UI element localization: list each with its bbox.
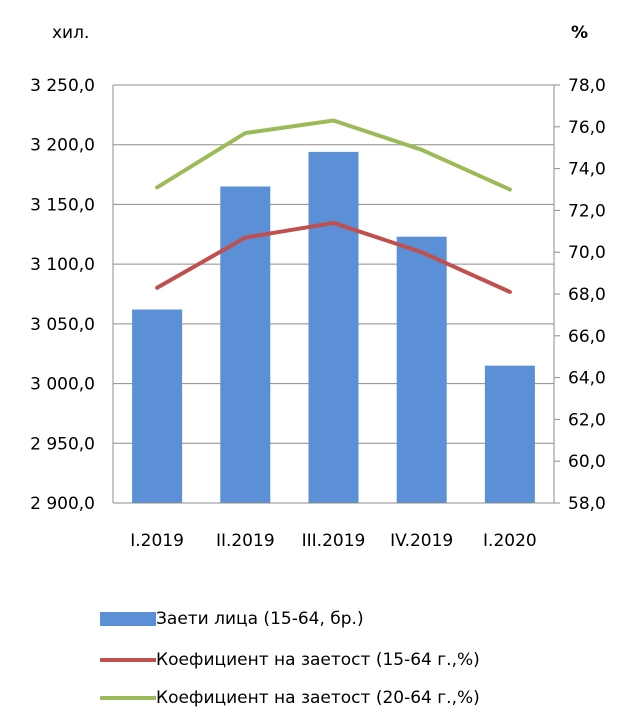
right-tick-label: 60,0 <box>568 452 606 472</box>
bar-IV.2019 <box>396 236 447 503</box>
left-tick-label: 3 100,0 <box>30 255 95 275</box>
x-tick-label: III.2019 <box>302 531 366 551</box>
bar-I.2019 <box>132 309 183 503</box>
left-tick-label: 3 050,0 <box>30 315 95 335</box>
right-tick-label: 66,0 <box>568 327 606 347</box>
x-tick-label: IV.2019 <box>390 531 453 551</box>
tick-labels: 2 900,0 2 950,0 3 000,0 3 050,0 3 100,0 3 150… <box>30 76 606 551</box>
right-tick-label: 72,0 <box>568 201 606 221</box>
legend-item-rate-15-64: Коефициент на заетост (15-64 г.,%) <box>100 650 480 670</box>
left-tick-label: 3 200,0 <box>30 136 95 156</box>
right-tick-label: 64,0 <box>568 369 606 389</box>
right-tick-label: 74,0 <box>568 160 606 180</box>
legend-swatch-line-green <box>100 696 156 700</box>
bar-I.2020 <box>484 365 535 503</box>
line-rate-20-64 <box>155 118 512 192</box>
x-tick-label: I.2019 <box>130 531 184 551</box>
line-rate-15-64 <box>155 220 512 294</box>
left-tick-label: 3 250,0 <box>30 76 95 96</box>
lines <box>155 118 512 294</box>
legend-label-rate-15-64: Коефициент на заетост (15-64 г.,%) <box>156 650 480 670</box>
bars <box>132 151 535 503</box>
right-tick-label: 68,0 <box>568 285 606 305</box>
legend-label-rate-20-64: Коефициент на заетост (20-64 г.,%) <box>156 688 480 708</box>
right-tick-label: 78,0 <box>568 76 606 96</box>
right-tick-label: 70,0 <box>568 243 606 263</box>
left-tick-label: 3 150,0 <box>30 195 95 215</box>
left-unit-label: хил. <box>52 23 89 43</box>
right-tick-label: 62,0 <box>568 410 606 430</box>
x-tick-label: II.2019 <box>216 531 275 551</box>
right-tick-label: 76,0 <box>568 118 606 138</box>
axes <box>112 84 560 504</box>
legend-item-rate-20-64: Коефициент на заетост (20-64 г.,%) <box>100 688 480 708</box>
left-tick-label: 2 900,0 <box>30 494 95 514</box>
legend-swatch-line-red <box>100 658 156 662</box>
bar-III.2019 <box>308 151 359 503</box>
right-unit-label: % <box>571 23 588 43</box>
left-tick-label: 2 950,0 <box>30 434 95 454</box>
legend-label-employed: Заети лица (15-64, бр.) <box>156 609 364 629</box>
left-tick-label: 3 000,0 <box>30 375 95 395</box>
legend-swatch-bar <box>100 612 156 626</box>
x-tick-label: I.2020 <box>483 531 537 551</box>
legend-item-employed: Заети лица (15-64, бр.) <box>100 609 364 629</box>
right-tick-label: 58,0 <box>568 494 606 514</box>
chart: 2 900,0 2 950,0 3 000,0 3 050,0 3 100,0 3 150… <box>30 23 606 551</box>
